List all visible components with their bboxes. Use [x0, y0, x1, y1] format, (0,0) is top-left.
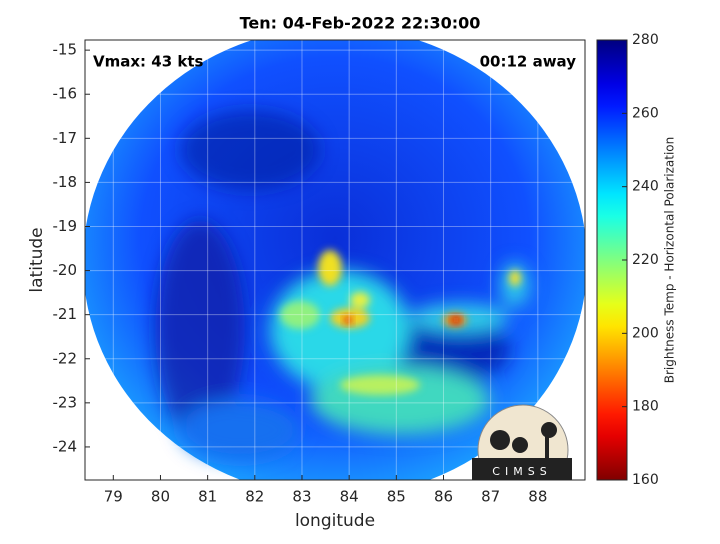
colorbar-tick-label: 200 — [632, 325, 659, 341]
logo: CIMSS — [472, 404, 572, 480]
y-tick-label: -15 — [53, 41, 78, 59]
colorbar-tick-label: 260 — [632, 105, 659, 121]
x-tick-label: 88 — [528, 488, 547, 506]
x-tick-label: 80 — [151, 488, 170, 506]
x-tick-label: 87 — [481, 488, 500, 506]
x-tick-label: 84 — [340, 488, 359, 506]
colorbar-tick-label: 180 — [632, 399, 659, 415]
colorbar-tick-label: 280 — [632, 32, 659, 48]
x-axis-label: longitude — [295, 511, 375, 531]
axes-frame — [84, 39, 586, 481]
x-tick-label: 82 — [245, 488, 264, 506]
logo-text: CIMSS — [492, 465, 551, 478]
x-tick-label: 83 — [292, 488, 311, 506]
y-axis-label: latitude — [27, 227, 47, 292]
colorbar-tick-label: 160 — [632, 472, 659, 488]
colorbar-tick-label: 220 — [632, 252, 659, 268]
x-tick-label: 81 — [198, 488, 217, 506]
y-tick-label: -18 — [53, 173, 78, 191]
y-tick-label: -16 — [53, 85, 78, 103]
y-tick-label: -17 — [53, 129, 78, 147]
colorbar-label: Brightness Temp - Horizontal Polarizatio… — [663, 137, 677, 384]
x-tick-label: 86 — [434, 488, 453, 506]
y-tick-label: -21 — [53, 305, 78, 323]
chart-title: Ten: 04-Feb-2022 22:30:00 — [240, 14, 481, 33]
y-tick-label: -20 — [53, 261, 78, 279]
brightness-image — [85, 40, 585, 480]
annotation: 00:12 away — [480, 53, 577, 71]
colorbar-tick-label: 240 — [632, 179, 659, 195]
x-tick-label: 85 — [387, 488, 406, 506]
y-tick-label: -23 — [53, 393, 78, 411]
x-tick-label: 79 — [104, 488, 123, 506]
y-tick-label: -24 — [53, 437, 78, 455]
annotation: Vmax: 43 kts — [93, 53, 203, 71]
y-tick-label: -19 — [53, 217, 78, 235]
y-tick-label: -22 — [53, 349, 78, 367]
